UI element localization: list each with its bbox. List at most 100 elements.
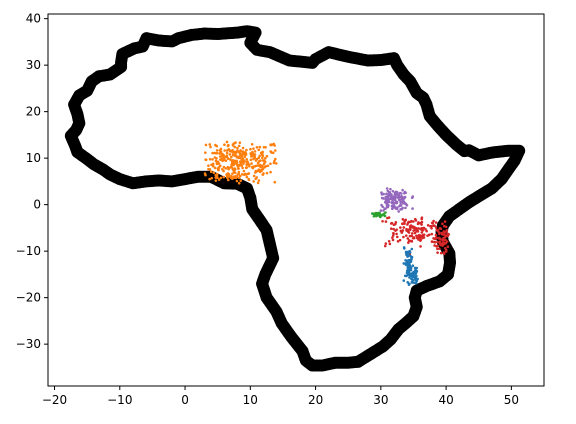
data-point (399, 208, 402, 211)
data-point (433, 224, 436, 228)
data-point (389, 227, 393, 230)
data-point (266, 164, 270, 168)
data-point (236, 146, 239, 150)
series-5-cluster (433, 225, 451, 255)
data-point (385, 192, 388, 196)
data-point (383, 207, 387, 210)
data-point (406, 223, 409, 226)
data-point (208, 143, 212, 146)
data-point (232, 159, 236, 163)
data-point (254, 164, 258, 168)
data-point (411, 225, 414, 228)
data-point (395, 207, 399, 211)
data-point (204, 158, 208, 162)
data-point (259, 159, 262, 162)
data-point (225, 175, 229, 178)
data-point (231, 172, 234, 175)
series-1-cluster (203, 140, 278, 185)
data-point (402, 235, 405, 239)
data-point (214, 159, 218, 163)
data-point (402, 196, 406, 200)
data-point (413, 217, 417, 221)
data-point (433, 237, 436, 240)
data-point (237, 176, 241, 180)
data-point (256, 161, 260, 165)
x-tick-label: −10 (107, 393, 132, 407)
data-point (273, 159, 276, 163)
data-point (387, 194, 391, 197)
data-point (420, 223, 423, 226)
data-point (260, 169, 263, 173)
data-point (265, 171, 269, 175)
data-point (240, 158, 244, 161)
data-point (436, 247, 439, 251)
data-point (430, 232, 434, 236)
data-point (370, 212, 374, 215)
data-point (225, 140, 229, 144)
marks-layer (64, 25, 526, 372)
data-point (382, 209, 385, 212)
data-point (219, 158, 222, 161)
data-point (430, 226, 433, 230)
data-point (221, 167, 224, 171)
data-point (228, 153, 232, 156)
data-point (274, 162, 278, 165)
data-point (259, 151, 263, 155)
data-point (250, 142, 254, 146)
data-point (233, 141, 236, 145)
data-point (386, 198, 390, 201)
data-point (405, 227, 408, 231)
x-tick-label: 10 (243, 393, 258, 407)
y-tick-label: 40 (26, 12, 41, 26)
data-point (405, 271, 409, 275)
data-point (435, 236, 438, 239)
y-tick-label: −10 (16, 244, 41, 258)
data-point (420, 220, 424, 224)
data-point (420, 231, 424, 234)
data-point (236, 173, 240, 176)
data-point (433, 241, 437, 244)
data-point (222, 175, 226, 179)
data-point (231, 144, 235, 147)
data-point (429, 224, 433, 228)
data-point (411, 272, 414, 276)
data-point (221, 159, 224, 163)
data-point (401, 188, 404, 192)
data-point (208, 177, 211, 181)
data-point (222, 165, 226, 169)
data-point (238, 152, 242, 155)
data-point (442, 230, 446, 233)
data-point (269, 143, 272, 147)
data-point (247, 177, 250, 181)
plot-frame (47, 13, 545, 387)
data-point (261, 159, 265, 162)
data-point (211, 164, 215, 168)
data-point (238, 160, 242, 163)
data-point (443, 220, 447, 223)
data-point (208, 167, 212, 171)
data-point (413, 272, 417, 276)
data-point (213, 156, 217, 159)
data-point (409, 254, 412, 258)
data-point (383, 200, 387, 204)
data-point (235, 155, 239, 159)
data-point (403, 274, 407, 278)
x-tick-label: 30 (373, 393, 388, 407)
data-point (441, 222, 444, 226)
data-point (236, 164, 240, 167)
data-point (259, 165, 262, 169)
data-point (395, 228, 399, 231)
series-7-cluster (409, 266, 419, 285)
data-point (426, 234, 429, 237)
data-point (261, 156, 264, 160)
data-point (249, 154, 253, 158)
data-point (269, 150, 272, 153)
data-point (381, 219, 384, 223)
data-point (416, 222, 420, 226)
data-point (413, 266, 417, 270)
data-point (408, 259, 412, 262)
data-point (387, 216, 391, 219)
data-point (225, 149, 229, 152)
data-point (381, 205, 385, 209)
data-point (407, 241, 410, 244)
